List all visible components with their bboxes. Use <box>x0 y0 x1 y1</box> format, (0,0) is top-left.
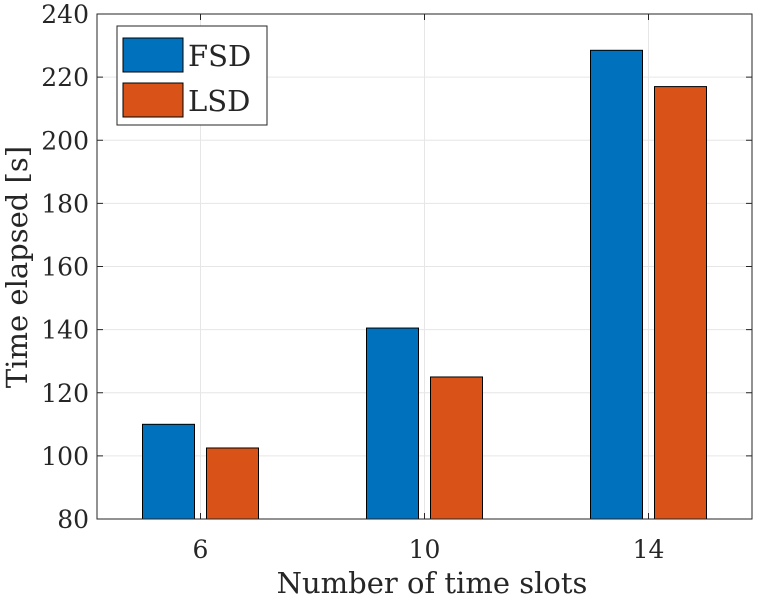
axes <box>96 13 753 520</box>
y-tick-label: 220 <box>41 63 89 92</box>
legend-label-fsd: FSD <box>188 39 251 73</box>
bar-fsd-10 <box>366 327 419 520</box>
tick-labels: 80 100 120 140 160 180 200 220 240 6 10 14 <box>41 0 664 564</box>
y-tick-label: 160 <box>41 253 89 282</box>
y-tick-label: 120 <box>41 379 89 408</box>
legend-swatch-lsd <box>122 82 184 118</box>
bar-lsd-10 <box>430 376 483 520</box>
bar-fsd-6 <box>142 423 195 520</box>
bars <box>142 49 707 520</box>
y-axis-label: Time elapsed [s] <box>0 146 34 388</box>
x-tick-label: 14 <box>633 535 665 564</box>
bar-lsd-6 <box>206 447 259 520</box>
legend: FSD LSD <box>116 25 268 126</box>
y-tick-label: 100 <box>41 442 89 471</box>
x-axis-label: Number of time slots <box>277 566 588 598</box>
x-tick-label: 6 <box>193 535 209 564</box>
axes-box <box>96 13 753 520</box>
y-tick-label: 80 <box>57 505 89 534</box>
bar-lsd-14 <box>654 86 707 520</box>
legend-label-lsd: LSD <box>188 84 250 118</box>
legend-swatch-fsd <box>122 37 184 73</box>
y-tick-label: 140 <box>41 316 89 345</box>
y-tick-label: 240 <box>41 0 89 29</box>
x-tick-label: 10 <box>409 535 441 564</box>
y-tick-label: 180 <box>41 189 89 218</box>
bar-fsd-14 <box>590 49 643 520</box>
y-tick-label: 200 <box>41 126 89 155</box>
